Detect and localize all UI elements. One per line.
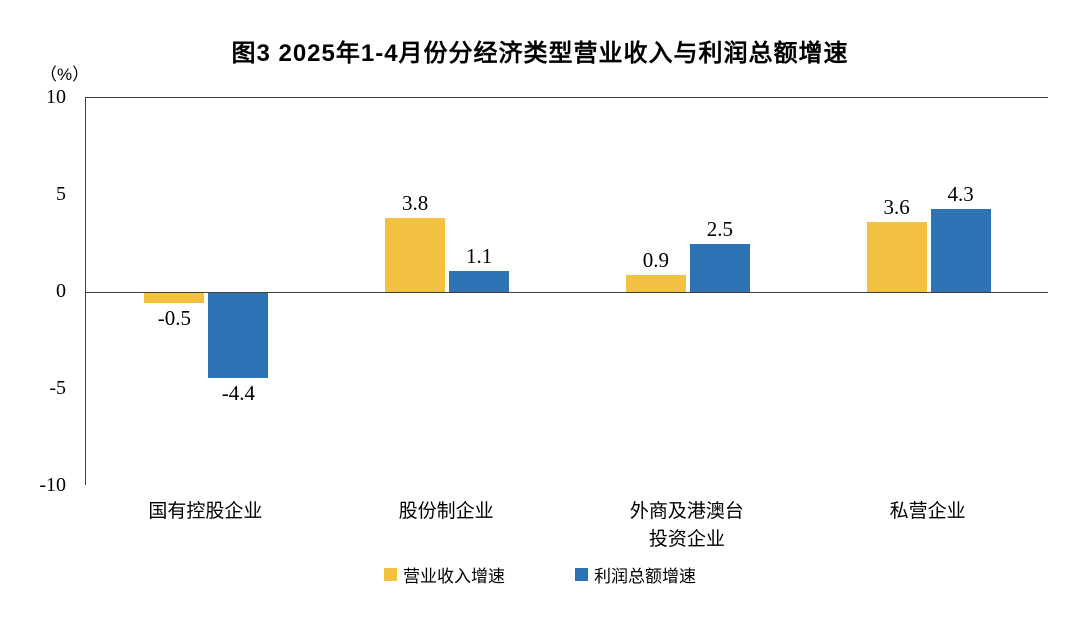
bar-series0-cat3 (866, 222, 927, 292)
y-tick-label: 5 (56, 183, 66, 205)
legend-item: 利润总额增速 (575, 562, 696, 587)
bar-series0-cat2 (625, 274, 686, 292)
bar-series1-cat0 (208, 293, 269, 379)
y-tick-label: 0 (56, 280, 66, 302)
category-label: 外商及港澳台 投资企业 (629, 501, 744, 550)
y-axis-ticks: 10 5 0 -5 -10 (0, 86, 75, 496)
y-tick-label: -10 (39, 474, 66, 496)
bar-value-label: 3.6 (883, 195, 910, 220)
bar-value-label: 3.8 (402, 191, 429, 216)
legend-label: 营业收入增速 (403, 567, 505, 586)
category-label: 股份制企业 (398, 501, 494, 522)
bar-series0-cat0 (144, 293, 205, 303)
category-label: 私营企业 (889, 501, 966, 522)
bar-value-label: -0.5 (157, 305, 191, 330)
legend-swatch-icon (575, 568, 588, 581)
legend-label: 利润总额增速 (594, 567, 696, 586)
y-axis-unit-label: （%） (40, 65, 90, 84)
plot-area: -0.5 3.8 0.9 3.6 -4.4 1.1 2.5 4.3 (85, 97, 1048, 485)
bar-series1-cat2 (689, 243, 750, 292)
y-tick-label: -5 (49, 377, 66, 399)
legend-swatch-icon (384, 568, 397, 581)
bar-value-label: 2.5 (706, 216, 733, 241)
bar-series0-cat1 (385, 218, 446, 292)
y-tick-label: 10 (46, 86, 66, 108)
bar-value-label: -4.4 (221, 381, 255, 406)
bar-series1-cat1 (449, 270, 510, 292)
zero-axis-line (86, 291, 1048, 293)
chart-title: 图3 2025年1-4月份分经济类型营业收入与利润总额增速 (231, 40, 849, 67)
bar-value-label: 4.3 (947, 181, 974, 206)
bar-value-label: 1.1 (466, 243, 493, 268)
legend: 营业收入增速 利润总额增速 (0, 562, 1080, 587)
bar-value-label: 0.9 (642, 247, 669, 272)
x-axis-category-labels: 国有控股企业 股份制企业 外商及港澳台 投资企业 私营企业 (85, 498, 1048, 553)
legend-item: 营业收入增速 (384, 562, 505, 587)
category-label: 国有控股企业 (148, 501, 263, 522)
bar-series1-cat3 (930, 208, 991, 292)
